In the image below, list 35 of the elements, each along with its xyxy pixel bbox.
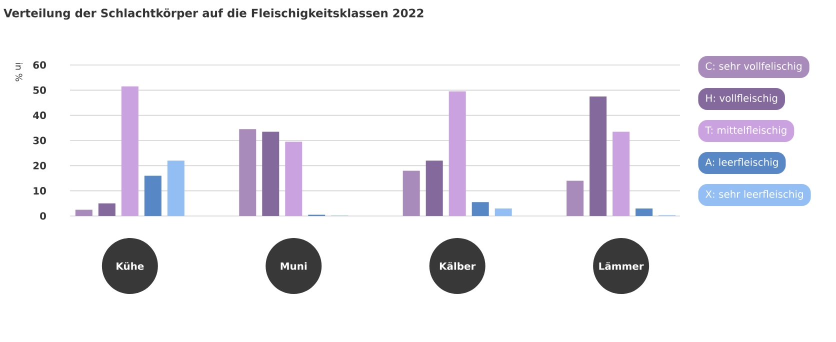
bar: [566, 180, 584, 216]
y-tick-label: 0: [40, 212, 46, 220]
bar: [402, 170, 420, 216]
text: H: vollfleischig: [706, 94, 778, 104]
chart-title: Verteilung der Schlachtkörper auf die Fleischigkeitsklassen 2022: [4, 8, 424, 20]
bar: [472, 202, 489, 216]
bar: [75, 210, 92, 216]
y-tick-label: 40: [33, 112, 46, 120]
y-tick-label: 20: [33, 162, 46, 170]
bar: [426, 160, 443, 216]
bar: [285, 142, 302, 216]
bar: [121, 86, 138, 216]
y-tick-label: 10: [34, 187, 46, 195]
y-tick-label: 60: [33, 61, 46, 69]
x-tick-label: Kälber: [440, 262, 476, 270]
bar: [590, 96, 607, 216]
bar: [262, 132, 280, 216]
bar: [144, 176, 162, 216]
bar: [636, 208, 653, 216]
bar: [98, 203, 116, 216]
text: X: sehr leerfleischig: [706, 190, 803, 200]
text: C: sehr vollfelischig: [706, 62, 802, 72]
x-tick-label: Kühe: [116, 262, 144, 270]
text: A: leerfleischig: [705, 158, 778, 168]
bar: [494, 208, 512, 216]
bar: [448, 91, 466, 216]
y-tick-label: 50: [33, 86, 46, 94]
bar: [239, 129, 256, 216]
x-tick-label: Muni: [280, 262, 307, 270]
y-axis-title: in %: [16, 63, 22, 82]
x-tick-label: Lämmer: [599, 262, 644, 270]
bar: [167, 160, 184, 216]
bar: [612, 132, 630, 216]
y-tick-label: 30: [33, 136, 46, 144]
text: T: mittelfleischig: [705, 126, 786, 136]
